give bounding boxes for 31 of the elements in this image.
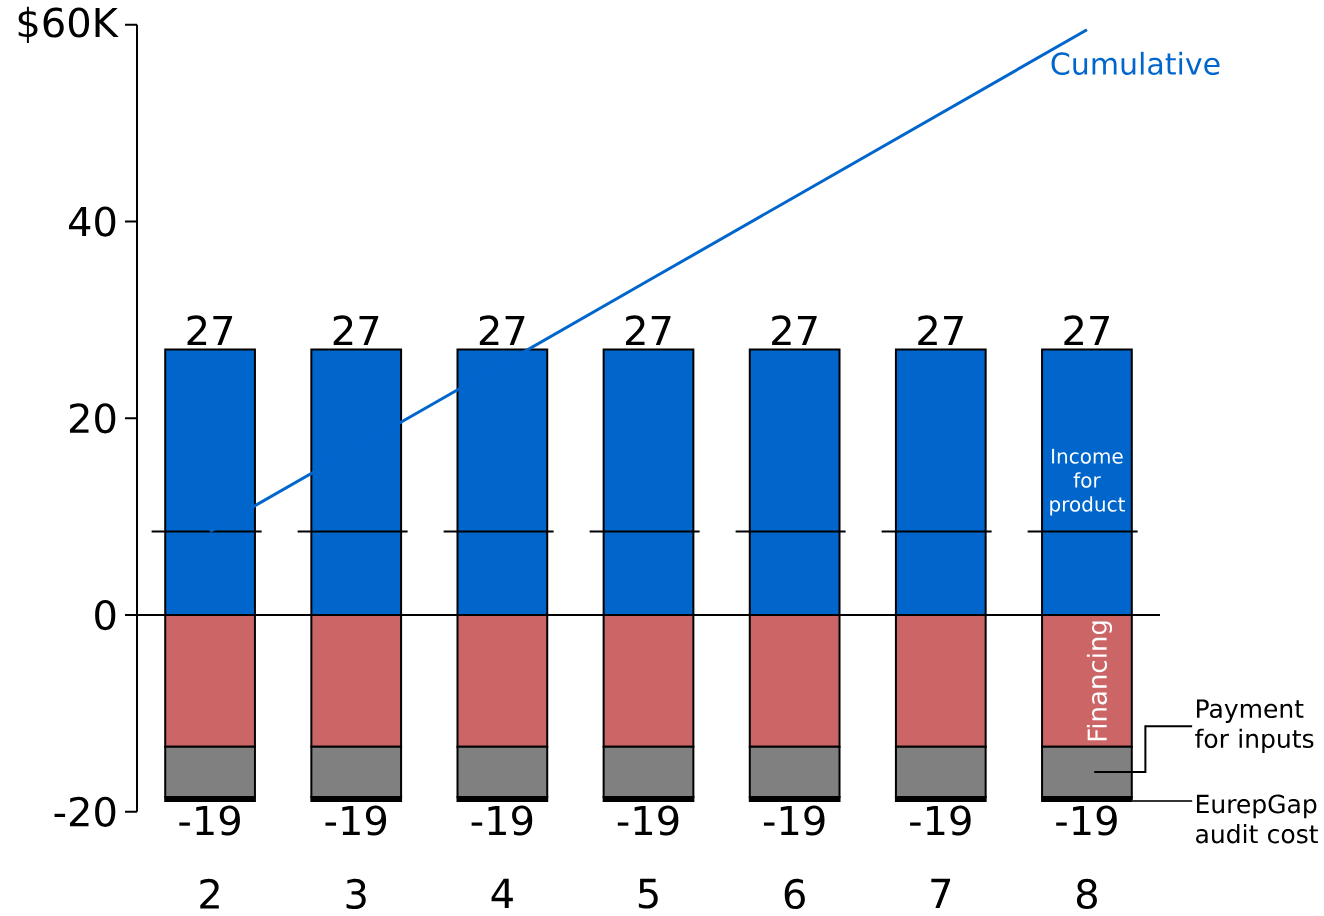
text: Payment for inputs: [1195, 699, 1314, 754]
text: EurepGap audit cost: [1196, 794, 1318, 844]
x-tick-label: 4: [491, 878, 513, 909]
annotation: -19: [617, 805, 679, 836]
y-tick-label: $60K: [18, 6, 119, 44]
x-tick-label: 7: [931, 878, 951, 909]
y-tick-label: 0: [95, 600, 116, 631]
data-label: 27: [187, 315, 233, 346]
annotation: -19: [763, 805, 825, 836]
data-label: 27: [625, 315, 671, 346]
data-label: 27: [1064, 315, 1109, 346]
series-label: Financing: [1086, 621, 1112, 741]
x-tick-label: 3: [346, 878, 366, 910]
annotation: -19: [471, 805, 533, 836]
series-label: Income for product: [1050, 448, 1125, 516]
annotation: -19: [910, 805, 971, 836]
x-tick-label: 2: [200, 878, 219, 909]
x-tick-label: 5: [638, 878, 658, 909]
annotation: -19: [325, 805, 387, 836]
y-tick-label: 40: [68, 206, 116, 237]
y-tick-label: 20: [69, 403, 116, 434]
annotation: -19: [179, 805, 240, 836]
y-tick-label: -20: [54, 796, 116, 828]
series-label: Cumulative: [1051, 51, 1220, 76]
data-label: 27: [333, 315, 379, 346]
x-tick-label: 8: [1076, 878, 1097, 910]
data-label: 27: [772, 315, 817, 346]
annotation: -19: [1056, 805, 1117, 836]
data-label: 27: [918, 315, 963, 346]
data-label: 27: [479, 315, 525, 346]
x-tick-label: 6: [784, 878, 805, 910]
